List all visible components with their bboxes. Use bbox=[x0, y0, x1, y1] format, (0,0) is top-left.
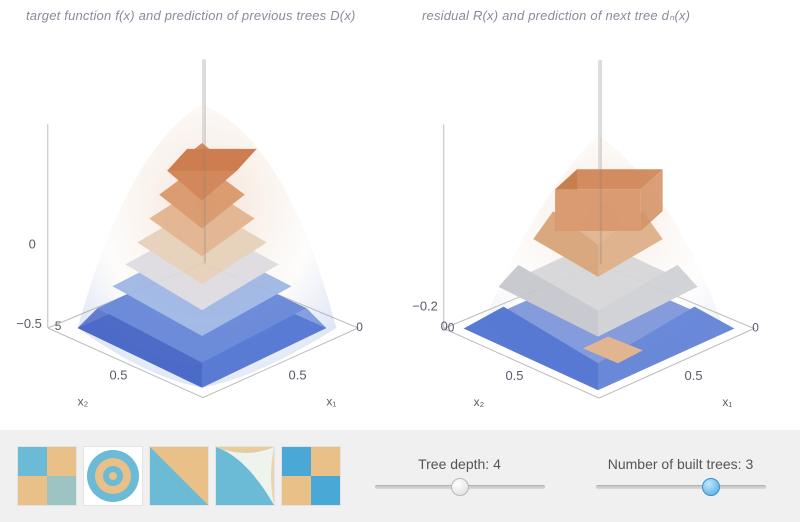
plot-left-title: target function f(x) and prediction of p… bbox=[8, 0, 396, 27]
trees-count-label: Number of built trees: 3 bbox=[608, 456, 754, 472]
svg-text:x₁: x₁ bbox=[326, 395, 336, 409]
svg-text:0.5: 0.5 bbox=[505, 368, 523, 383]
plot-left[interactable]: target function f(x) and prediction of p… bbox=[8, 0, 396, 430]
pattern-thumb-2[interactable] bbox=[84, 447, 142, 505]
controls-bar: Tree depth: 4 Number of built trees: 3 bbox=[0, 430, 800, 522]
pattern-picker bbox=[18, 447, 340, 505]
svg-text:x₁: x₁ bbox=[722, 395, 732, 409]
tree-depth-control: Tree depth: 4 bbox=[358, 456, 561, 496]
svg-text:0: 0 bbox=[448, 320, 455, 334]
svg-text:5: 5 bbox=[55, 319, 62, 333]
trees-count-knob[interactable] bbox=[702, 478, 720, 496]
svg-text:0.5: 0.5 bbox=[685, 368, 703, 383]
svg-text:−0.5: −0.5 bbox=[16, 316, 42, 331]
trees-count-control: Number of built trees: 3 bbox=[579, 456, 782, 496]
svg-text:0: 0 bbox=[29, 236, 36, 251]
pattern-thumb-1[interactable] bbox=[18, 447, 76, 505]
tree-depth-knob[interactable] bbox=[451, 478, 469, 496]
tree-depth-label: Tree depth: 4 bbox=[418, 456, 501, 472]
svg-text:0: 0 bbox=[441, 318, 448, 333]
pattern-thumb-3[interactable] bbox=[150, 447, 208, 505]
plot-right-canvas[interactable]: −0.2 0 0.5 x₂ 0.5 x₁ 0 0 bbox=[404, 28, 792, 430]
svg-text:0: 0 bbox=[356, 320, 363, 334]
svg-text:0.5: 0.5 bbox=[289, 368, 307, 383]
svg-text:−0.2: −0.2 bbox=[412, 299, 438, 314]
svg-text:x₂: x₂ bbox=[474, 395, 485, 409]
svg-text:0.5: 0.5 bbox=[109, 368, 127, 383]
plot-right[interactable]: residual R(x) and prediction of next tre… bbox=[404, 0, 792, 430]
svg-text:x₂: x₂ bbox=[78, 395, 89, 409]
pattern-thumb-4[interactable] bbox=[216, 447, 274, 505]
plot-left-canvas[interactable]: 0 −0.5 5 0.5 x₂ 0.5 x₁ 0 bbox=[8, 27, 396, 430]
plot-right-title: residual R(x) and prediction of next tre… bbox=[404, 0, 792, 28]
pattern-thumb-5[interactable] bbox=[282, 447, 340, 505]
trees-count-slider[interactable] bbox=[596, 478, 766, 496]
tree-depth-slider[interactable] bbox=[375, 478, 545, 496]
svg-text:0: 0 bbox=[752, 320, 759, 334]
